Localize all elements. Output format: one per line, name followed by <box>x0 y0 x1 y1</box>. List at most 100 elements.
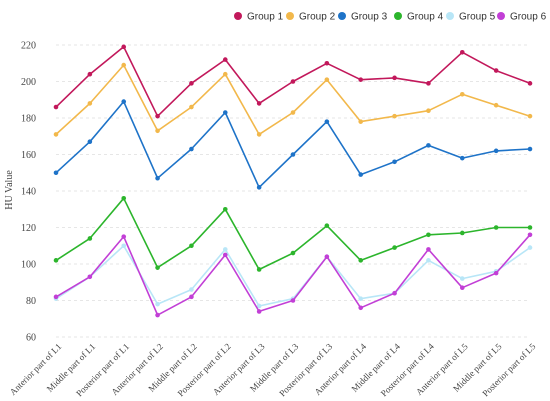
data-point[interactable] <box>459 230 465 236</box>
data-point[interactable] <box>459 155 465 161</box>
data-point[interactable] <box>87 274 93 280</box>
data-point[interactable] <box>426 108 431 113</box>
data-point[interactable] <box>121 99 127 104</box>
data-point[interactable] <box>256 267 262 272</box>
y-tick-label: 160 <box>21 150 36 161</box>
data-point[interactable] <box>155 265 160 270</box>
data-point[interactable] <box>527 146 533 152</box>
data-point[interactable] <box>459 285 465 291</box>
data-point[interactable] <box>53 170 59 176</box>
data-point[interactable] <box>290 110 296 115</box>
data-point[interactable] <box>392 159 397 165</box>
data-point[interactable] <box>87 71 93 77</box>
data-point[interactable] <box>324 254 330 259</box>
data-point[interactable] <box>87 236 93 241</box>
data-point[interactable] <box>155 128 160 134</box>
data-point[interactable] <box>53 294 59 300</box>
data-point[interactable] <box>426 232 431 238</box>
data-point[interactable] <box>493 68 499 73</box>
data-point[interactable] <box>256 303 262 309</box>
data-point[interactable] <box>222 247 228 252</box>
data-point[interactable] <box>222 110 228 115</box>
data-point[interactable] <box>493 270 499 276</box>
data-point[interactable] <box>527 232 533 238</box>
data-point[interactable] <box>358 258 364 263</box>
data-point[interactable] <box>392 290 397 296</box>
data-point[interactable] <box>358 77 364 82</box>
legend-item-3[interactable]: Group 3 <box>338 12 388 23</box>
data-point[interactable] <box>290 152 296 157</box>
data-point[interactable] <box>392 113 397 119</box>
series <box>53 44 533 318</box>
data-point[interactable] <box>493 148 499 154</box>
data-point[interactable] <box>426 81 431 86</box>
legend-item-2[interactable]: Group 2 <box>286 12 336 23</box>
data-point[interactable] <box>290 79 296 84</box>
data-point[interactable] <box>189 287 194 292</box>
data-point[interactable] <box>493 225 499 230</box>
data-point[interactable] <box>189 81 194 86</box>
data-point[interactable] <box>527 225 533 230</box>
data-point[interactable] <box>527 81 533 86</box>
data-point[interactable] <box>290 250 296 256</box>
data-point[interactable] <box>121 243 127 249</box>
data-point[interactable] <box>426 143 431 148</box>
legend-item-5[interactable]: Group 5 <box>446 12 496 23</box>
data-point[interactable] <box>358 305 364 311</box>
data-point[interactable] <box>358 119 364 124</box>
y-tick-label: 220 <box>21 41 36 52</box>
data-point[interactable] <box>459 50 465 55</box>
data-point[interactable] <box>256 309 262 314</box>
grid <box>56 44 530 338</box>
data-point[interactable] <box>256 101 262 106</box>
series-1 <box>53 44 533 119</box>
series-6 <box>53 232 533 318</box>
data-point[interactable] <box>256 185 262 190</box>
data-point[interactable] <box>87 101 93 106</box>
data-point[interactable] <box>121 62 127 68</box>
data-point[interactable] <box>358 296 364 301</box>
data-point[interactable] <box>189 243 194 249</box>
data-point[interactable] <box>426 247 431 252</box>
data-point[interactable] <box>222 252 228 258</box>
data-point[interactable] <box>324 223 330 228</box>
data-point[interactable] <box>155 175 160 181</box>
data-point[interactable] <box>121 196 127 201</box>
data-point[interactable] <box>53 104 59 110</box>
data-point[interactable] <box>256 132 262 137</box>
data-point[interactable] <box>392 245 397 250</box>
data-point[interactable] <box>53 258 59 263</box>
data-point[interactable] <box>358 172 364 177</box>
legend-marker <box>286 12 294 20</box>
data-point[interactable] <box>189 294 194 300</box>
data-point[interactable] <box>87 139 93 145</box>
data-point[interactable] <box>426 258 431 263</box>
data-point[interactable] <box>493 102 499 108</box>
data-point[interactable] <box>392 75 397 81</box>
data-point[interactable] <box>189 104 194 110</box>
data-point[interactable] <box>290 298 296 303</box>
data-point[interactable] <box>155 113 160 119</box>
y-axis-title: HU Value <box>4 170 15 210</box>
legend-item-1[interactable]: Group 1 <box>234 12 284 23</box>
data-point[interactable] <box>53 132 59 137</box>
data-point[interactable] <box>155 312 160 318</box>
data-point[interactable] <box>121 44 127 50</box>
data-point[interactable] <box>121 234 127 239</box>
legend-label: Group 2 <box>299 12 336 23</box>
data-point[interactable] <box>527 245 533 250</box>
data-point[interactable] <box>189 146 194 152</box>
data-point[interactable] <box>459 276 465 281</box>
legend-item-6[interactable]: Group 6 <box>497 12 547 23</box>
data-point[interactable] <box>324 60 330 66</box>
data-point[interactable] <box>459 91 465 97</box>
data-point[interactable] <box>222 71 228 77</box>
legend-item-4[interactable]: Group 4 <box>394 12 444 23</box>
data-point[interactable] <box>324 77 330 82</box>
data-point[interactable] <box>155 301 160 307</box>
data-point[interactable] <box>527 113 533 119</box>
data-point[interactable] <box>222 57 228 62</box>
series-line <box>55 197 530 271</box>
data-point[interactable] <box>222 206 228 212</box>
data-point[interactable] <box>324 119 330 124</box>
